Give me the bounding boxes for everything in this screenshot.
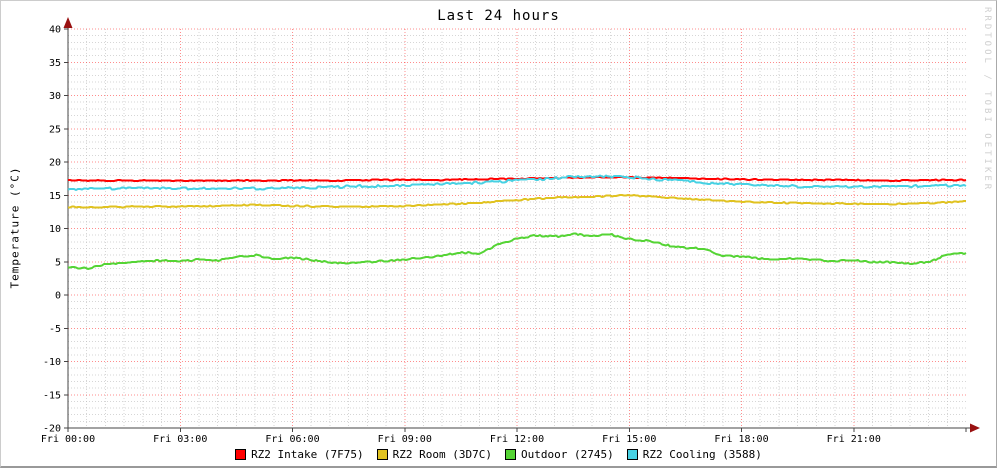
legend-swatch [626,448,638,460]
legend-label: Outdoor (2745) [521,447,614,461]
y-tick-label: 35 [49,58,61,69]
x-tick-label: Fri 06:00 [265,434,319,445]
y-tick-label: 25 [49,124,61,135]
y-tick-label: -15 [43,390,61,401]
y-tick-label: -10 [43,357,61,368]
legend-item: RZ2 Intake (7F75) [235,448,364,461]
y-tick-label: 0 [55,291,61,302]
x-tick-label: Fri 21:00 [827,434,881,445]
x-tick-label: Fri 00:00 [41,434,95,445]
x-tick-label: Fri 03:00 [153,434,207,445]
y-tick-label: 30 [49,91,61,102]
legend-label: RZ2 Cooling (3588) [642,447,762,461]
y-tick-label: 20 [49,158,61,169]
x-tick-label: Fri 09:00 [378,434,432,445]
legend-item: RZ2 Cooling (3588) [626,447,762,461]
x-tick-label: Fri 12:00 [490,434,544,445]
legend-swatch [505,448,516,460]
chart-title: Last 24 hours [437,8,560,24]
legend-label: RZ2 Room (3D7C) [392,447,492,461]
y-tick-label: 10 [49,224,61,235]
y-tick-label: -5 [49,324,61,335]
y-tick-label: 15 [49,191,61,202]
legend-swatch [376,448,388,460]
legend-swatch [235,448,247,460]
y-tick-label: 5 [55,257,61,268]
legend: RZ2 Intake (7F75) RZ2 Room (3D7C) Outdoor … [1,446,996,462]
x-tick-label: Fri 18:00 [714,434,768,445]
legend-item: RZ2 Room (3D7C) [376,447,492,461]
y-tick-label: 40 [49,25,61,36]
watermark: RRDTOOL / TOBI OETIKER [982,7,992,193]
y-tick-label: -20 [43,424,61,435]
x-tick-label: Fri 15:00 [602,434,656,445]
legend-item: Outdoor (2745) [505,448,614,461]
legend-label: RZ2 Intake (7F75) [251,447,364,461]
